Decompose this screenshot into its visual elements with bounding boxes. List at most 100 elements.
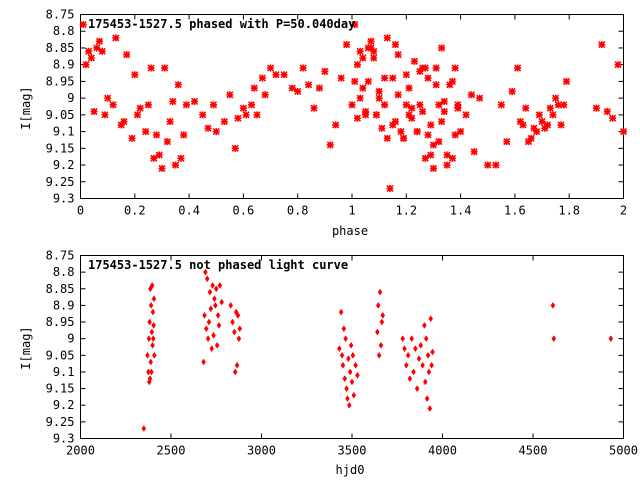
data-point (204, 124, 212, 132)
data-point (527, 134, 535, 142)
data-point (150, 308, 156, 316)
data-point (375, 87, 383, 96)
x-axis-label: phase (332, 224, 368, 238)
x-tick-label: 2 (620, 204, 627, 218)
data-point (203, 325, 209, 333)
y-tick-label: 8.8 (53, 265, 75, 279)
data-point (484, 161, 492, 169)
axis-ticks: 2000 2500 3000 3500 4000 4500 5000 8.75 8.8 8.85 8… (46, 249, 638, 458)
data-point (381, 74, 389, 82)
data-point (204, 275, 210, 283)
data-point (549, 111, 557, 119)
data-point (310, 104, 318, 112)
data-point (211, 331, 216, 339)
x-tick-label: 1.4 (450, 204, 472, 218)
data-point (145, 351, 150, 359)
data-point (177, 154, 185, 162)
data-point (190, 97, 199, 106)
data-point (350, 351, 356, 359)
data-point (375, 301, 381, 309)
data-point (123, 51, 131, 59)
data-point (209, 101, 218, 109)
data-point (424, 131, 432, 139)
data-point (394, 91, 402, 99)
y-tick-label: 8.75 (46, 8, 75, 22)
data-point (554, 101, 562, 109)
data-point (376, 351, 382, 359)
data-point (247, 101, 256, 109)
y-tick-label: 9.25 (46, 415, 75, 429)
y-tick-label: 9.2 (53, 158, 75, 172)
data-point (408, 114, 416, 122)
data-point (370, 47, 378, 55)
data-point (150, 154, 158, 162)
y-axis-label: I[mag] (19, 326, 33, 369)
data-point (346, 355, 351, 363)
data-point (440, 107, 448, 116)
data-point (149, 368, 154, 376)
data-point (117, 121, 125, 129)
data-point (258, 74, 266, 82)
data-point (454, 101, 462, 109)
y-tick-label: 8.85 (46, 282, 75, 296)
data-point (421, 154, 429, 162)
data-point (294, 87, 302, 96)
data-point (492, 161, 500, 169)
data-point (239, 104, 247, 112)
data-point (343, 41, 351, 49)
y-tick-label: 9.15 (46, 141, 75, 155)
data-point (206, 318, 212, 326)
data-point (419, 64, 427, 72)
phased-chart: 0 0.2 0.4 0.6 0.8 1 1.2 1.4 1.6 1.8 2 8.75 8.8 8.85 8.… (19, 8, 627, 239)
y-tick-label: 8.9 (53, 298, 75, 312)
data-point (158, 164, 166, 172)
data-point (141, 425, 147, 432)
data-point (95, 37, 104, 45)
data-point (87, 54, 95, 62)
data-point (413, 128, 421, 136)
data-point (535, 111, 543, 119)
data-point (446, 81, 454, 89)
y-tick-label: 8.95 (46, 315, 75, 329)
y-axis-label: I[mag] (19, 86, 33, 129)
axis-ticks: 0 0.2 0.4 0.6 0.8 1 1.2 1.4 1.6 1.8 2 8.75 8.8 8.85 8.… (46, 8, 628, 218)
data-point (423, 378, 428, 386)
data-point (351, 20, 359, 29)
data-point (432, 64, 440, 72)
y-tick-label: 9.05 (46, 108, 75, 122)
x-tick-label: 1.2 (395, 204, 417, 218)
x-axis-label: hjd0 (336, 463, 365, 477)
data-point (416, 101, 424, 109)
data-point (228, 301, 234, 309)
data-point (402, 345, 407, 353)
data-point (362, 107, 370, 116)
data-point (150, 341, 155, 349)
data-point (378, 124, 386, 132)
data-point (391, 41, 400, 49)
x-tick-label: 4500 (519, 444, 548, 458)
data-point (557, 121, 565, 129)
data-point (348, 101, 356, 109)
data-point (347, 368, 353, 376)
data-point (378, 341, 384, 349)
data-point (342, 375, 348, 383)
data-point (236, 335, 242, 343)
data-point (503, 138, 511, 146)
y-tick-label: 9.1 (53, 125, 75, 139)
y-tick-label: 9.3 (53, 192, 75, 206)
data-point (476, 94, 484, 102)
x-tick-label: 3500 (338, 444, 367, 458)
y-tick-label: 8.95 (46, 74, 75, 88)
data-point (381, 101, 389, 109)
data-point (148, 301, 154, 309)
data-point (497, 101, 505, 109)
data-point (237, 325, 243, 333)
data-point (166, 117, 174, 126)
data-point (146, 335, 152, 343)
data-point (546, 104, 554, 112)
data-point (443, 161, 451, 169)
data-point (174, 81, 182, 89)
data-point (150, 335, 156, 343)
data-point (359, 84, 367, 92)
